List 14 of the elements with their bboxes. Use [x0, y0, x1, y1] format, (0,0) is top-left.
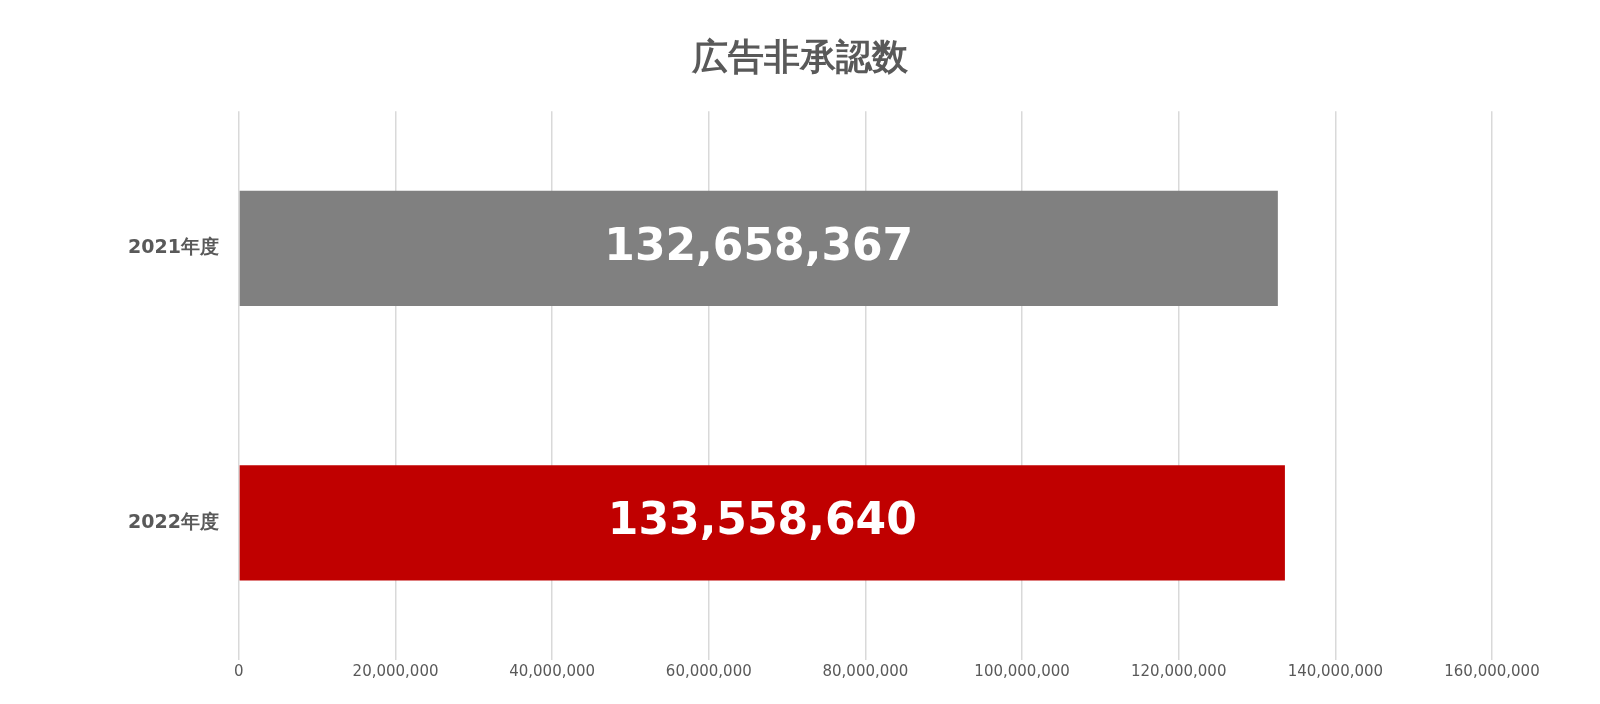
x-tick-label: 80,000,000 [822, 661, 909, 680]
x-tick-label: 160,000,000 [1444, 661, 1540, 680]
x-tick-label: 20,000,000 [352, 661, 439, 680]
x-tick-label: 100,000,000 [974, 661, 1070, 680]
x-tick-label: 60,000,000 [665, 661, 752, 680]
x-tick-label: 0 [234, 661, 244, 680]
data-label: 133,558,640 [607, 493, 917, 545]
x-tick-label: 140,000,000 [1287, 661, 1384, 680]
y-tick-label: 2022年度 [127, 509, 219, 532]
y-tick-label: 2021年度 [127, 235, 219, 258]
x-tick-label: 120,000,000 [1131, 661, 1227, 680]
x-tick-label: 40,000,000 [509, 661, 596, 680]
chart-title: 広告非承認数 [691, 35, 909, 77]
data-label: 132,658,367 [604, 218, 914, 270]
